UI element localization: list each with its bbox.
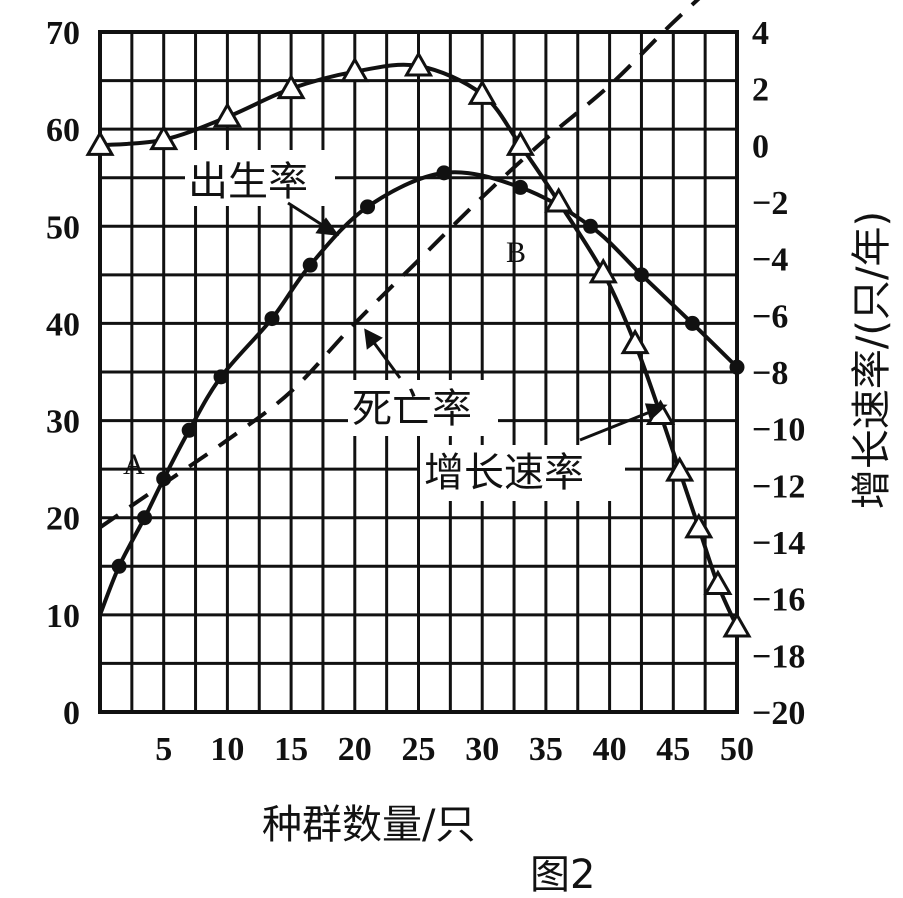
data-point-growth-rate bbox=[467, 79, 497, 105]
data-point-growth-rate bbox=[149, 124, 179, 151]
y2-tick-label: −8 bbox=[752, 355, 788, 392]
x-tick-label: 10 bbox=[210, 731, 244, 768]
y2-tick-label: −14 bbox=[752, 525, 805, 562]
y2-tick-label: −6 bbox=[752, 298, 788, 335]
series-line-birth-rate bbox=[98, 170, 739, 616]
y2-tick-label: −12 bbox=[752, 468, 805, 505]
x-tick-label: 25 bbox=[402, 731, 436, 768]
data-point-growth-rate bbox=[340, 56, 370, 83]
x-tick-label: 35 bbox=[529, 731, 563, 768]
data-point-growth-rate bbox=[588, 257, 618, 284]
x-tick-label: 20 bbox=[338, 731, 372, 768]
x-tick-label: 15 bbox=[274, 731, 308, 768]
y2-tick-label: −18 bbox=[752, 638, 805, 675]
data-point-growth-rate bbox=[403, 50, 434, 77]
series-layer bbox=[85, 0, 752, 638]
y2-tick-label: −4 bbox=[752, 242, 788, 279]
data-point-birth-rate bbox=[436, 165, 452, 181]
y-tick-label: 10 bbox=[46, 598, 80, 635]
data-point-growth-rate bbox=[703, 569, 733, 595]
y2-tick-label: 4 bbox=[752, 15, 769, 52]
annotation-labels: 出生率 死亡率 增长速率 A B bbox=[123, 150, 625, 501]
annotation-birth-rate: 出生率 bbox=[188, 159, 308, 205]
data-point-birth-rate bbox=[360, 199, 376, 215]
y2-tick-label: −20 bbox=[752, 695, 805, 732]
data-point-birth-rate bbox=[302, 257, 318, 273]
data-point-growth-rate bbox=[665, 456, 695, 482]
data-point-birth-rate bbox=[684, 315, 700, 331]
data-point-birth-rate bbox=[512, 179, 528, 195]
y-tick-label: 40 bbox=[46, 306, 80, 343]
x-tick-label: 30 bbox=[465, 731, 499, 768]
y2-tick-label: −2 bbox=[752, 185, 788, 222]
data-point-birth-rate bbox=[264, 311, 280, 327]
y-tick-label: 30 bbox=[46, 404, 80, 441]
x-tick-label: 40 bbox=[593, 731, 627, 768]
y-tick-label: 20 bbox=[46, 501, 80, 538]
figure-caption: 图2 bbox=[530, 852, 595, 898]
y2-tick-label: 2 bbox=[752, 72, 769, 109]
data-point-birth-rate bbox=[633, 267, 649, 283]
data-point-growth-rate bbox=[620, 328, 650, 355]
data-point-birth-rate bbox=[213, 369, 229, 385]
data-point-growth-rate bbox=[544, 186, 574, 213]
data-point-growth-rate bbox=[684, 512, 714, 539]
x-tick-label: 50 bbox=[720, 731, 754, 768]
data-point-birth-rate bbox=[729, 359, 745, 375]
y-tick-label: 0 bbox=[63, 695, 80, 732]
data-point-birth-rate bbox=[181, 422, 197, 438]
y2-axis-label: 增长速率/(只/年) bbox=[849, 211, 895, 509]
data-point-growth-rate bbox=[212, 101, 242, 128]
data-point-growth-rate bbox=[276, 73, 306, 100]
annotation-arrows bbox=[287, 201, 668, 442]
x-tick-label: 5 bbox=[155, 731, 172, 768]
annotation-growth-rate: 增长速率 bbox=[424, 450, 584, 496]
y-tick-label: 70 bbox=[46, 15, 80, 52]
data-point-birth-rate bbox=[582, 218, 598, 234]
data-point-growth-rate bbox=[505, 130, 536, 156]
annotation-death-rate: 死亡率 bbox=[352, 386, 472, 432]
data-point-growth-rate bbox=[85, 130, 115, 156]
y2-tick-label: −10 bbox=[752, 412, 805, 449]
x-tick-label: 45 bbox=[656, 731, 690, 768]
data-point-birth-rate bbox=[137, 510, 153, 526]
y-tick-label: 60 bbox=[46, 112, 80, 149]
grid bbox=[100, 32, 737, 712]
y2-tick-label: 0 bbox=[752, 128, 769, 165]
series-line-growth-rate bbox=[99, 62, 739, 628]
data-point-growth-rate bbox=[722, 611, 752, 638]
data-point-birth-rate bbox=[111, 558, 127, 574]
y-tick-label: 50 bbox=[46, 209, 80, 246]
x-axis-label: 种群数量/只 bbox=[262, 802, 475, 848]
point-label-a: A bbox=[123, 448, 145, 481]
y2-tick-label: −16 bbox=[752, 582, 805, 619]
point-label-b: B bbox=[506, 236, 526, 269]
